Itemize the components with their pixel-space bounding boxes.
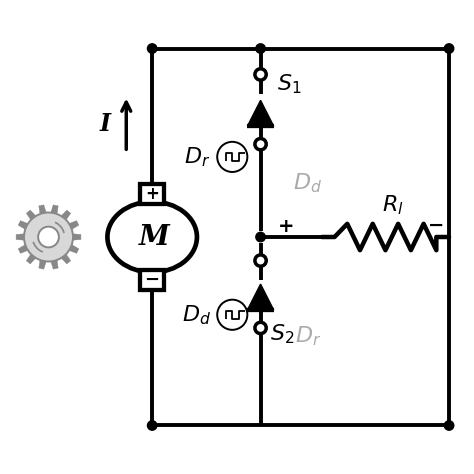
Circle shape [256,232,265,242]
Circle shape [217,142,247,172]
Polygon shape [51,205,58,214]
Circle shape [217,300,247,330]
Text: $R_l$: $R_l$ [382,193,403,217]
Circle shape [38,227,59,247]
Text: +: + [278,217,295,236]
Circle shape [444,44,454,53]
Text: +: + [145,185,159,203]
Bar [140,270,164,290]
Polygon shape [73,234,81,240]
Polygon shape [27,210,36,220]
Polygon shape [61,210,71,220]
Polygon shape [39,260,46,269]
Circle shape [147,421,157,430]
Polygon shape [247,284,274,310]
Text: M: M [139,224,170,250]
Polygon shape [69,245,79,253]
Polygon shape [247,100,274,126]
Polygon shape [61,254,71,264]
Circle shape [444,421,454,430]
Ellipse shape [108,201,197,273]
Text: $S_2$: $S_2$ [270,323,294,346]
Circle shape [147,44,157,53]
Text: $D_d$: $D_d$ [293,171,322,195]
Text: $D_r$: $D_r$ [184,145,210,169]
Text: −: − [145,271,160,289]
Polygon shape [18,221,28,229]
Bar [140,184,164,204]
Circle shape [256,44,265,53]
Circle shape [255,322,266,334]
Text: $S_1$: $S_1$ [277,72,301,96]
Circle shape [255,69,266,80]
Polygon shape [69,221,79,229]
Text: −: − [428,216,444,235]
Polygon shape [16,234,24,240]
Circle shape [24,212,73,262]
Polygon shape [51,260,58,269]
Text: I: I [100,112,110,136]
Polygon shape [39,205,46,214]
Text: $D_d$: $D_d$ [182,303,211,327]
Text: $D_r$: $D_r$ [294,324,321,348]
Circle shape [255,255,266,266]
Polygon shape [18,245,28,253]
Polygon shape [27,254,36,264]
Circle shape [255,138,266,150]
